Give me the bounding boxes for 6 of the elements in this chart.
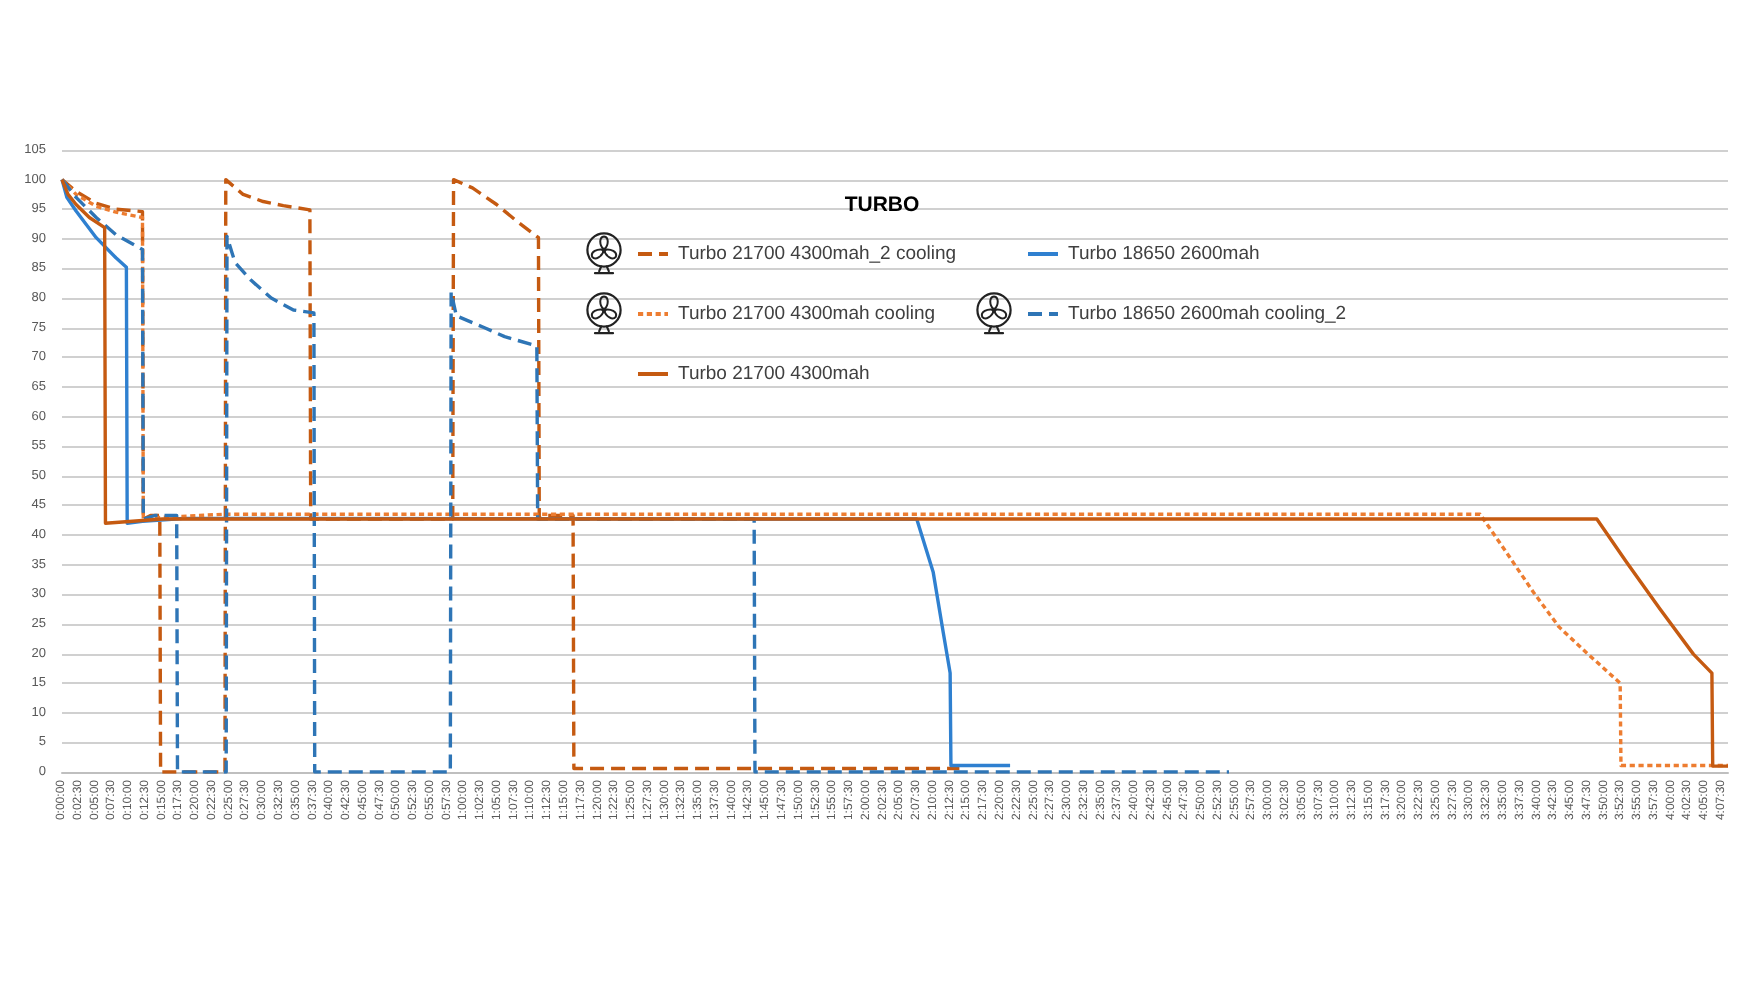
legend-label: Turbo 18650 2600mah (1068, 243, 1260, 265)
legend-label: Turbo 21700 4300mah (678, 363, 870, 385)
legend-label: Turbo 21700 4300mah cooling (678, 303, 936, 325)
legend-label: Turbo 21700 4300mah_2 cooling (678, 243, 957, 265)
text: TURBO (844, 193, 920, 217)
legend-label: Turbo 18650 2600mah cooling_2 (1068, 303, 1347, 325)
